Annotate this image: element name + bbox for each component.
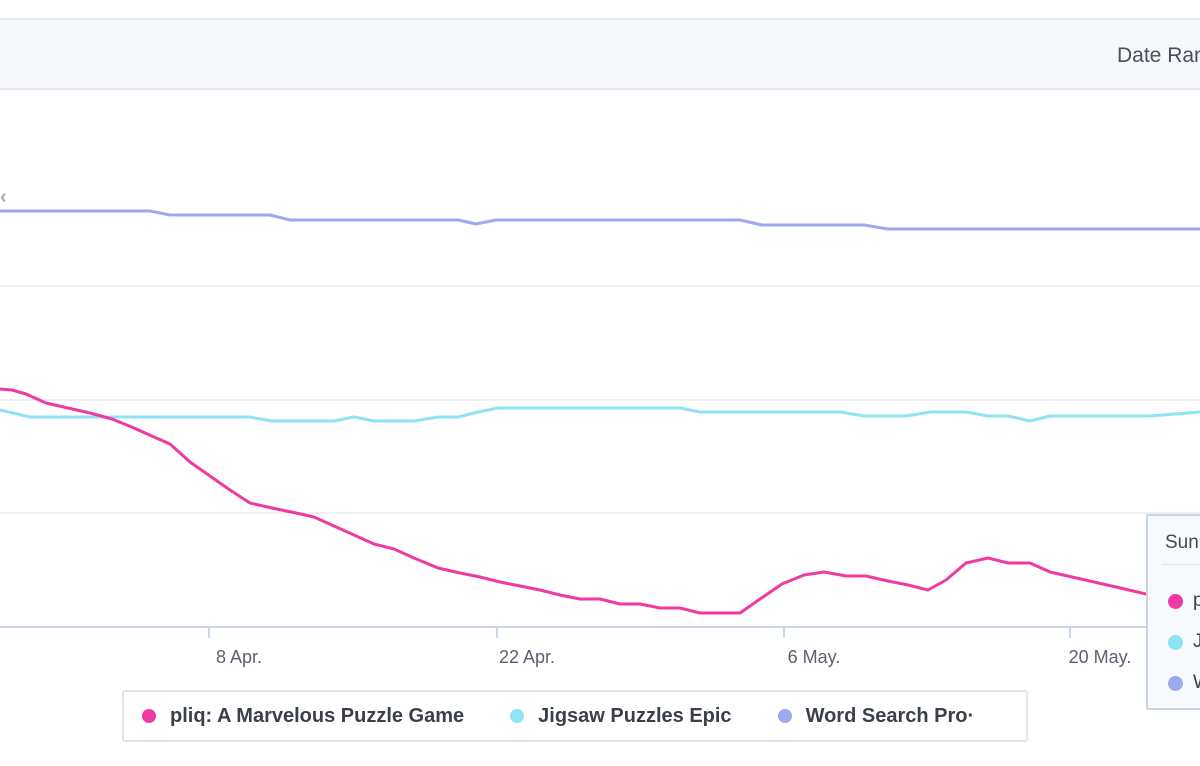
series-line[interactable]: [0, 406, 1200, 423]
x-tick-label: 22 Apr.: [499, 647, 555, 667]
tooltip-row-label: p: [1193, 590, 1200, 612]
tooltip-row-word-search: W: [1168, 672, 1200, 694]
x-tick-label: 20 May.: [1069, 647, 1132, 667]
legend-item-word-search[interactable]: Word Search Pro·: [777, 704, 975, 728]
tooltip-row-pliq: p: [1168, 590, 1200, 612]
legend-dot-icon: [142, 709, 156, 723]
cursor-icon: ‹: [0, 186, 7, 208]
tooltip-row-label: Ji: [1193, 631, 1200, 653]
legend-dot-icon: [777, 709, 792, 723]
chart-tooltip: Sun p Ji W: [1146, 514, 1200, 710]
x-tick-label: 6 May.: [788, 647, 841, 667]
series-line[interactable]: [0, 209, 1200, 231]
tooltip-dot-icon: [1168, 593, 1183, 609]
grid-lines: [0, 285, 1200, 514]
tooltip-divider: [1162, 564, 1200, 565]
tooltip-title: Sun: [1165, 532, 1199, 553]
tooltip-dot-icon: [1168, 634, 1183, 650]
tooltip-row-label: W: [1193, 672, 1200, 694]
date-range-label[interactable]: Date Range: [1117, 44, 1200, 67]
legend-label: pliq: A Marvelous Puzzle Game: [170, 704, 465, 727]
tooltip-row-jigsaw: Ji: [1168, 631, 1200, 653]
chart-header-bar: [0, 18, 1200, 90]
legend-item-jigsaw[interactable]: Jigsaw Puzzles Epic: [510, 704, 732, 728]
series-lines[interactable]: [0, 209, 1200, 615]
series-line[interactable]: [0, 387, 1148, 615]
tooltip-dot-icon: [1168, 675, 1183, 691]
chart-legend[interactable]: pliq: A Marvelous Puzzle Game Jigsaw Puz…: [122, 690, 1028, 742]
x-tick-label: 8 Apr.: [216, 647, 262, 667]
legend-label: Word Search Pro·: [805, 704, 975, 727]
x-axis: 8 Apr. 22 Apr. 6 May. 20 May.: [0, 626, 1200, 667]
legend-dot-icon: [510, 709, 525, 723]
legend-item-pliq[interactable]: pliq: A Marvelous Puzzle Game: [142, 705, 464, 728]
legend-label: Jigsaw Puzzles Epic: [538, 704, 732, 727]
